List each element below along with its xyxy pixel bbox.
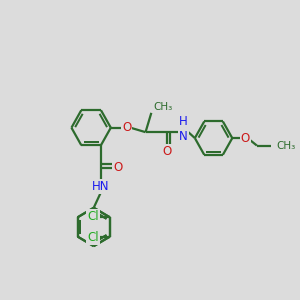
Text: Cl: Cl <box>87 210 99 223</box>
Text: HN: HN <box>92 180 110 193</box>
Text: CH₃: CH₃ <box>154 103 173 112</box>
Text: CH₃: CH₃ <box>277 140 296 151</box>
Text: H
N: H N <box>179 115 188 142</box>
Text: O: O <box>113 161 123 174</box>
Text: O: O <box>122 121 131 134</box>
Text: O: O <box>163 145 172 158</box>
Text: O: O <box>241 132 250 145</box>
Text: Cl: Cl <box>87 231 99 244</box>
